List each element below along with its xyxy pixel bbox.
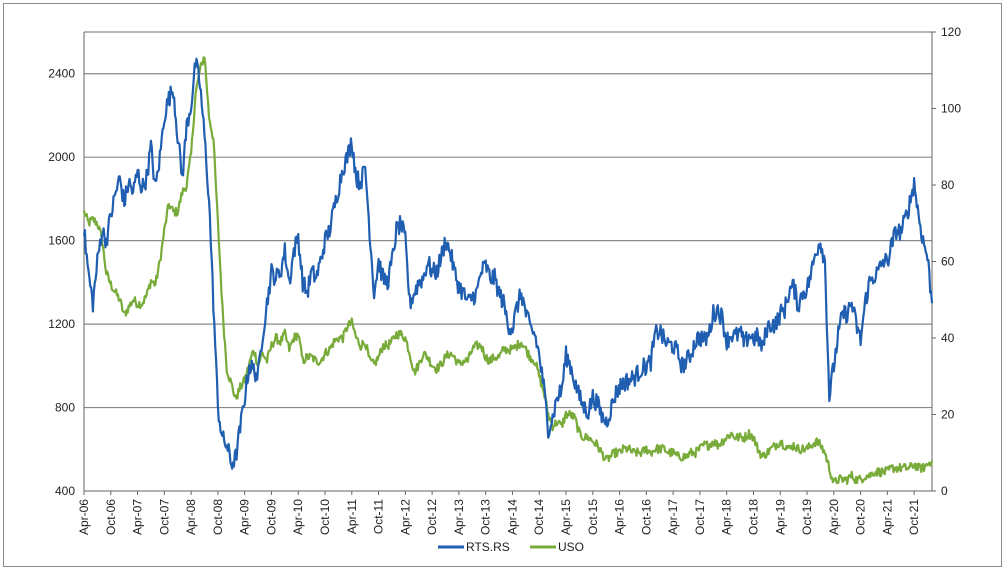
x-tick-label: Apr-10 [291,499,305,535]
x-tick-label: Oct-17 [693,499,707,535]
right-tick-label: 40 [941,331,955,345]
x-tick-label: Oct-12 [425,499,439,535]
series-line-uso [82,56,934,485]
right-tick-label: 100 [941,102,961,116]
x-tick-label: Apr-11 [345,499,359,534]
x-tick-label: Apr-12 [398,499,412,535]
right-tick-label: 60 [941,255,955,269]
x-tick-label: Oct-11 [372,499,386,534]
x-tick-label: Oct-13 [479,499,493,535]
x-tick-label: Apr-09 [238,499,252,535]
right-tick-label: 80 [941,178,955,192]
left-tick-label: 400 [55,484,75,498]
left-tick-label: 1600 [48,234,75,248]
x-tick-label: Oct-15 [586,499,600,535]
right-tick-label: 20 [941,408,955,422]
x-tick-label: Oct-20 [854,499,868,535]
legend-label: USO [558,540,584,554]
x-tick-label: Apr-19 [773,499,787,535]
x-tick-label: Oct-10 [318,499,332,535]
right-tick-label: 0 [941,484,948,498]
x-tick-label: Apr-17 [666,499,680,535]
x-tick-label: Oct-21 [907,499,921,535]
x-tick-label: Apr-21 [880,499,894,535]
x-tick-label: Oct-19 [800,499,814,535]
x-tick-label: Apr-08 [184,499,198,535]
x-tick-label: Oct-06 [104,499,118,535]
x-tick-label: Oct-16 [639,499,653,535]
x-tick-label: Oct-09 [264,499,278,535]
left-tick-label: 2000 [48,150,75,164]
x-tick-label: Oct-08 [211,499,225,535]
x-tick-label: Apr-15 [559,499,573,535]
x-tick-label: Oct-18 [746,499,760,535]
x-tick-label: Apr-16 [613,499,627,535]
x-tick-label: Apr-20 [827,499,841,535]
x-tick-label: Oct-07 [157,499,171,535]
left-tick-label: 800 [55,401,75,415]
legend-label: RTS.RS [466,540,510,554]
x-tick-label: Apr-06 [77,499,91,535]
x-tick-label: Oct-14 [532,499,546,535]
x-tick-label: Apr-14 [505,499,519,535]
x-tick-label: Apr-07 [131,499,145,535]
left-tick-label: 1200 [48,317,75,331]
left-tick-label: 2400 [48,67,75,81]
right-tick-label: 120 [941,25,961,39]
x-tick-label: Apr-13 [452,499,466,535]
series-line-rts-rs [82,57,934,470]
x-tick-label: Apr-18 [720,499,734,535]
